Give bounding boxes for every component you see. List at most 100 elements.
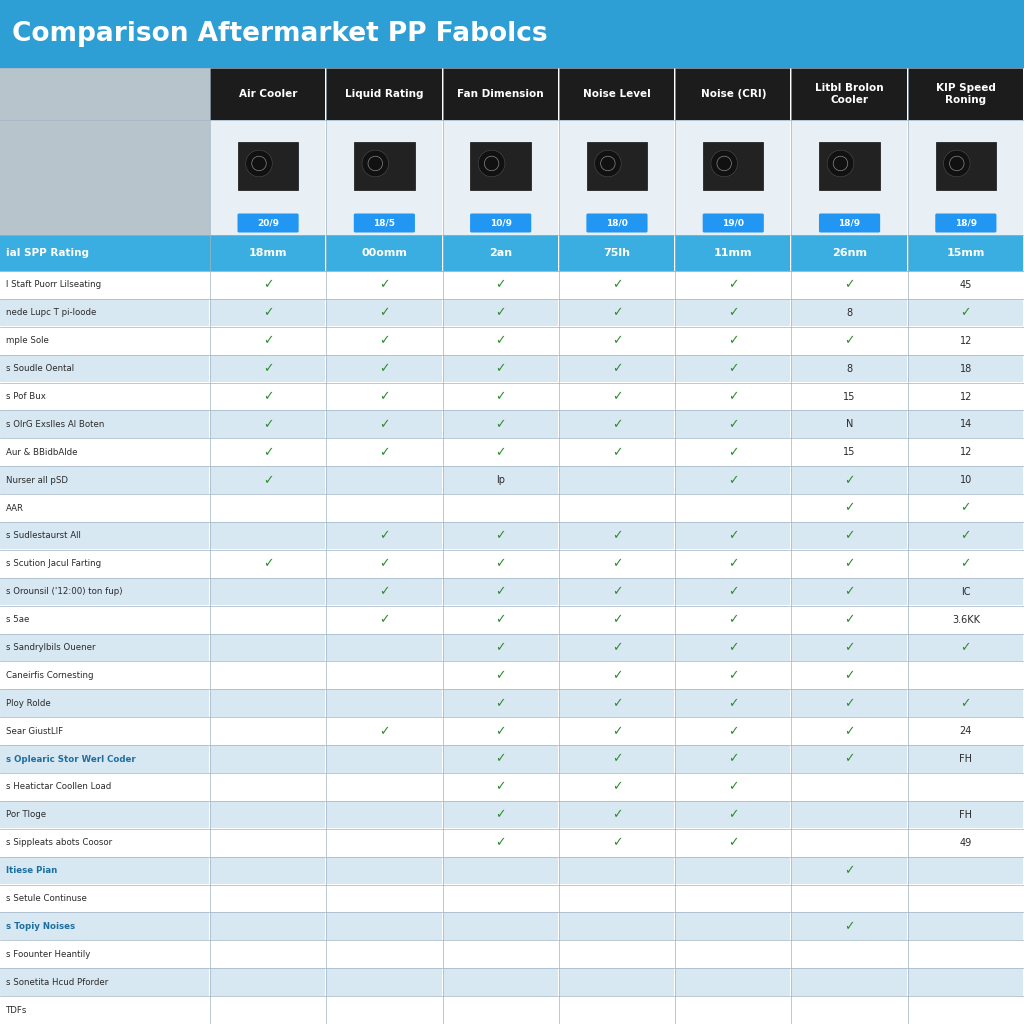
- FancyBboxPatch shape: [470, 213, 531, 232]
- Text: ✓: ✓: [379, 557, 389, 570]
- Text: s Heatictar Coollen Load: s Heatictar Coollen Load: [6, 782, 112, 792]
- Bar: [907, 857, 1023, 884]
- Bar: [675, 522, 791, 550]
- Bar: [559, 120, 674, 234]
- Bar: [0, 605, 209, 633]
- Bar: [559, 745, 674, 772]
- Text: 11mm: 11mm: [714, 248, 753, 258]
- Text: s 5ae: s 5ae: [6, 615, 30, 624]
- Bar: [210, 120, 326, 234]
- Circle shape: [711, 151, 737, 177]
- FancyBboxPatch shape: [702, 213, 764, 232]
- Text: ✓: ✓: [611, 362, 623, 375]
- Text: ✓: ✓: [845, 502, 855, 514]
- Bar: [210, 578, 326, 605]
- Text: s Soudle Oental: s Soudle Oental: [6, 365, 74, 373]
- Bar: [0, 885, 209, 912]
- Text: ✓: ✓: [611, 557, 623, 570]
- Bar: [442, 522, 558, 550]
- Bar: [675, 969, 791, 995]
- Bar: [559, 773, 674, 801]
- Text: s Sippleats abots Coosor: s Sippleats abots Coosor: [6, 839, 112, 847]
- Bar: [559, 828, 674, 856]
- Bar: [559, 801, 674, 828]
- Bar: [327, 969, 441, 995]
- Text: s OlrG Exslles Al Boten: s OlrG Exslles Al Boten: [6, 420, 104, 429]
- Bar: [210, 271, 326, 298]
- FancyBboxPatch shape: [819, 213, 881, 232]
- FancyBboxPatch shape: [238, 213, 299, 232]
- Bar: [907, 438, 1023, 466]
- Text: 00omm: 00omm: [361, 248, 408, 258]
- Bar: [559, 689, 674, 717]
- Bar: [675, 745, 791, 772]
- Bar: [327, 801, 441, 828]
- Bar: [442, 411, 558, 438]
- Bar: [327, 120, 441, 234]
- Bar: [559, 550, 674, 578]
- Bar: [559, 634, 674, 660]
- Bar: [792, 857, 906, 884]
- Text: ✓: ✓: [961, 529, 971, 543]
- Text: ✓: ✓: [728, 529, 738, 543]
- Bar: [907, 828, 1023, 856]
- Bar: [210, 662, 326, 689]
- Bar: [442, 354, 558, 382]
- Circle shape: [478, 151, 505, 177]
- Text: ✓: ✓: [611, 780, 623, 794]
- Text: ✓: ✓: [611, 445, 623, 459]
- Bar: [907, 411, 1023, 438]
- Bar: [327, 912, 441, 940]
- Bar: [559, 912, 674, 940]
- Text: ✓: ✓: [961, 641, 971, 654]
- Text: ✓: ✓: [611, 669, 623, 682]
- Bar: [442, 801, 558, 828]
- Text: ✓: ✓: [728, 696, 738, 710]
- Text: ✓: ✓: [379, 390, 389, 403]
- Text: ✓: ✓: [496, 445, 506, 459]
- Bar: [210, 411, 326, 438]
- Bar: [675, 120, 791, 234]
- Text: Por Tloge: Por Tloge: [6, 810, 46, 819]
- Bar: [442, 68, 558, 120]
- Text: Noise Level: Noise Level: [583, 89, 651, 99]
- Text: ✓: ✓: [728, 474, 738, 486]
- Bar: [559, 522, 674, 550]
- Bar: [559, 327, 674, 354]
- Bar: [327, 271, 441, 298]
- Bar: [442, 717, 558, 744]
- Text: 26nm: 26nm: [833, 248, 867, 258]
- Text: ✓: ✓: [611, 753, 623, 766]
- Text: ✓: ✓: [379, 362, 389, 375]
- Text: 18/5: 18/5: [374, 218, 395, 227]
- Bar: [210, 354, 326, 382]
- Bar: [559, 857, 674, 884]
- Text: 8: 8: [847, 364, 853, 374]
- Text: ✓: ✓: [496, 362, 506, 375]
- Text: ✓: ✓: [263, 390, 273, 403]
- Text: 2an: 2an: [489, 248, 512, 258]
- Bar: [559, 940, 674, 968]
- Text: ✓: ✓: [611, 641, 623, 654]
- Bar: [0, 522, 209, 550]
- Bar: [442, 885, 558, 912]
- Bar: [210, 969, 326, 995]
- Bar: [210, 68, 326, 120]
- Bar: [907, 885, 1023, 912]
- Bar: [936, 141, 996, 190]
- Bar: [792, 327, 906, 354]
- Bar: [210, 495, 326, 521]
- Bar: [907, 969, 1023, 995]
- Bar: [907, 327, 1023, 354]
- Bar: [210, 773, 326, 801]
- Bar: [210, 634, 326, 660]
- Text: ✓: ✓: [496, 613, 506, 626]
- Bar: [442, 120, 558, 234]
- Bar: [792, 299, 906, 327]
- Text: KIP Speed
Roning: KIP Speed Roning: [936, 83, 995, 104]
- Text: 49: 49: [959, 838, 972, 848]
- Bar: [675, 466, 791, 494]
- Text: ✓: ✓: [379, 306, 389, 319]
- Bar: [442, 662, 558, 689]
- Bar: [442, 912, 558, 940]
